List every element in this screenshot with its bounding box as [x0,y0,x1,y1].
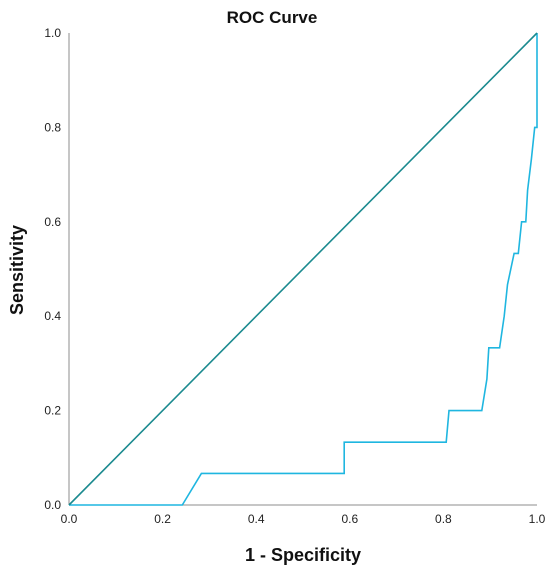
roc-curve-line [69,33,538,506]
series-layer [68,32,538,506]
x-tick-label: 0.8 [435,512,452,526]
x-tick-labels: 0.0 0.2 0.4 0.6 0.8 1.0 [61,512,546,526]
y-tick-label: 1.0 [44,26,61,40]
x-axis-title: 1 - Specificity [245,545,361,565]
y-axis-title: Sensitivity [7,225,27,315]
y-tick-labels: 0.0 0.2 0.4 0.6 0.8 1.0 [44,26,61,512]
chart-title: ROC Curve [227,8,318,27]
y-tick-label: 0.6 [44,215,61,229]
x-tick-label: 0.0 [61,512,78,526]
x-tick-label: 0.6 [341,512,358,526]
y-tick-label: 0.8 [44,120,61,134]
x-tick-label: 0.2 [154,512,171,526]
y-tick-label: 0.2 [44,404,61,418]
x-tick-label: 1.0 [529,512,546,526]
y-tick-label: 0.0 [44,498,61,512]
x-tick-label: 0.4 [248,512,265,526]
reference-line-line [68,32,538,506]
y-tick-label: 0.4 [44,309,61,323]
